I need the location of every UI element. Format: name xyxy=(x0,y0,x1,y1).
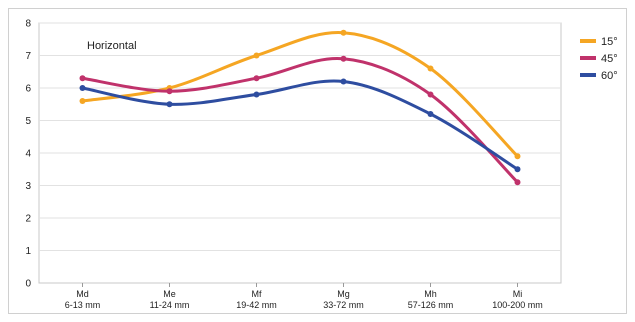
legend-label: 45° xyxy=(601,53,618,65)
data-point xyxy=(79,98,86,104)
data-point xyxy=(253,91,260,98)
x-tick-label-code: Mh xyxy=(424,289,437,299)
x-tick-label-code: Mg xyxy=(337,289,350,299)
y-tick-label: 2 xyxy=(25,214,31,225)
x-tick-label-range: 33-72 mm xyxy=(323,300,364,310)
data-point xyxy=(79,85,86,91)
data-point xyxy=(514,166,521,173)
series-lines xyxy=(79,29,521,186)
data-point xyxy=(427,111,434,117)
y-tick-label: 3 xyxy=(25,181,31,192)
legend: 15° 45° 60° xyxy=(580,36,618,82)
data-point xyxy=(166,101,173,108)
y-axis-ticks: 0 1 2 3 4 5 6 7 8 xyxy=(25,19,31,290)
legend-label: 15° xyxy=(601,36,618,48)
legend-label: 60° xyxy=(601,70,618,82)
series-line xyxy=(82,56,519,184)
y-tick-label: 6 xyxy=(25,84,31,95)
data-point xyxy=(253,75,260,82)
data-point xyxy=(340,55,347,62)
y-tick-label: 0 xyxy=(25,279,31,290)
x-tick-label-code: Mi xyxy=(513,289,523,299)
data-point xyxy=(166,88,173,95)
series-1 xyxy=(79,29,521,160)
x-tick-label-range: 11-24 mm xyxy=(150,300,190,310)
chart-subtitle: Horizontal xyxy=(87,40,137,52)
x-tick-label-range: 100-200 mm xyxy=(492,300,543,310)
series-line xyxy=(82,31,519,158)
legend-item: 15° xyxy=(580,36,618,48)
series-3 xyxy=(79,78,521,173)
y-tick-label: 4 xyxy=(25,149,31,160)
x-tick-label-code: Md xyxy=(76,289,89,299)
data-point xyxy=(79,75,86,82)
gridlines xyxy=(39,22,561,251)
series-2 xyxy=(79,55,521,186)
data-point xyxy=(514,153,521,160)
data-point xyxy=(427,91,434,98)
x-tick-label-code: Me xyxy=(163,289,176,299)
y-tick-label: 7 xyxy=(25,51,31,62)
series-line xyxy=(82,79,519,171)
y-tick-label: 5 xyxy=(25,116,31,127)
legend-item: 60° xyxy=(580,70,618,82)
y-tick-label: 8 xyxy=(25,19,31,30)
x-tick-label-range: 19-42 mm xyxy=(236,300,277,310)
x-tick-label-code: Mf xyxy=(252,289,262,299)
x-tick-label-range: 57-126 mm xyxy=(408,300,454,310)
data-point xyxy=(340,78,347,85)
data-point xyxy=(427,65,434,72)
x-tick-label-range: 6-13 mm xyxy=(65,300,101,310)
data-point xyxy=(514,179,521,186)
data-point xyxy=(340,29,347,36)
legend-item: 45° xyxy=(580,53,618,65)
y-tick-label: 1 xyxy=(25,246,31,257)
data-point xyxy=(253,52,260,59)
